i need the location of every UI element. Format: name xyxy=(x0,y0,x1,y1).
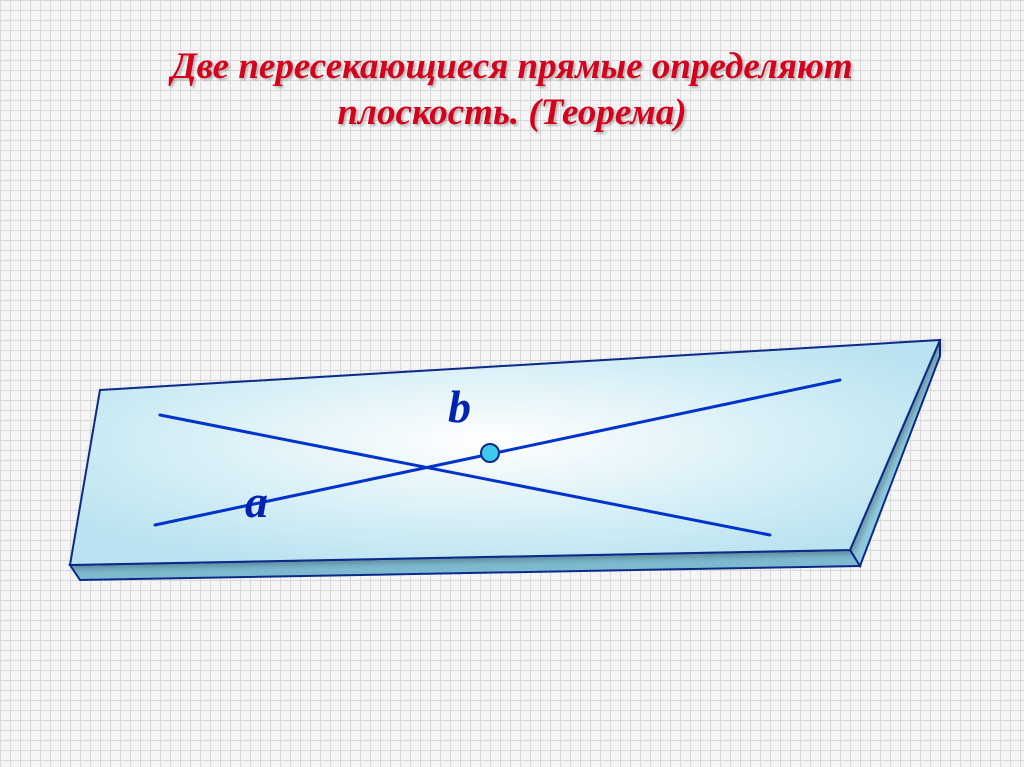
label-b: b xyxy=(448,380,471,433)
plane-top-face xyxy=(70,340,940,565)
label-a: a xyxy=(245,475,268,528)
geometry-diagram xyxy=(0,0,1024,767)
